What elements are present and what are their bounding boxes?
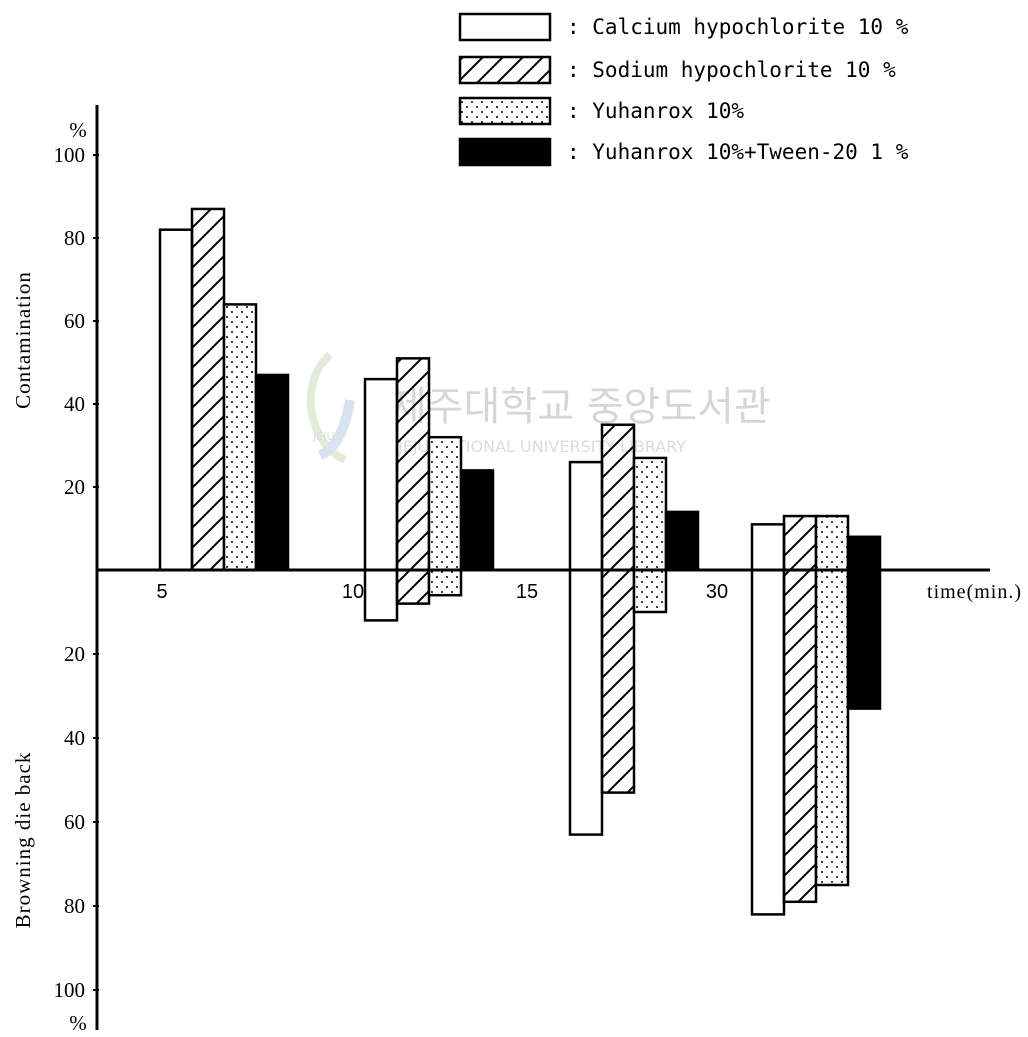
bar-browning: [750, 568, 786, 916]
bar-contamination: [568, 460, 604, 572]
bar-contamination: [632, 456, 668, 572]
bar-contamination: [459, 469, 495, 572]
legend-label: : Calcium hypochlorite 10 %: [567, 15, 909, 39]
y-lower-axis-title: Browning die back: [11, 752, 35, 929]
bar-contamination: [363, 377, 399, 572]
bar-contamination: [600, 423, 636, 572]
bar-browning: [782, 568, 818, 904]
bars: [97, 207, 990, 916]
y-lower-unit: %: [69, 1011, 87, 1035]
bar-browning: [427, 568, 463, 597]
x-category-label: 10: [342, 581, 364, 603]
bar-browning: [632, 568, 668, 614]
y-lower-tick-label: 80: [64, 894, 85, 918]
bar-contamination: [254, 373, 290, 572]
y-lower-tick-label: 60: [64, 810, 85, 834]
x-axis-title: time(min.): [927, 581, 1022, 603]
y-lower-tick-label: 100: [54, 978, 86, 1002]
bar-contamination: [750, 523, 786, 572]
legend-swatch: [458, 137, 552, 167]
x-category-label: 15: [516, 581, 538, 603]
bar-browning: [568, 568, 604, 836]
bar-contamination: [782, 514, 818, 572]
y-upper-unit: %: [69, 118, 87, 142]
bar-contamination: [814, 514, 850, 572]
bar-browning: [846, 568, 882, 710]
bar-contamination: [846, 535, 882, 572]
y-upper-tick-label: 40: [64, 392, 85, 416]
legend-label: : Sodium hypochlorite 10 %: [567, 58, 896, 82]
bar-contamination: [222, 303, 258, 572]
y-upper-tick-label: 80: [64, 226, 85, 250]
bar-browning: [363, 568, 399, 622]
bar-contamination: [190, 207, 226, 572]
bar-contamination: [427, 435, 463, 572]
y-upper-tick-label: 100: [54, 143, 86, 167]
bar-contamination: [158, 228, 194, 572]
x-category-label: 5: [156, 581, 167, 603]
y-upper-axis-title: Contamination: [11, 271, 35, 409]
bar-contamination: [395, 357, 431, 572]
bar-browning: [395, 568, 431, 605]
y-upper-tick-label: 60: [64, 309, 85, 333]
watermark-logo-text: JEJU: [312, 430, 335, 443]
watermark: JEJU 제주대학교 중앙도서관 JEJU NATIONAL UNIVERSIT…: [306, 351, 771, 464]
bar-browning: [600, 568, 636, 794]
y-lower-tick-label: 40: [64, 726, 85, 750]
watermark-text: 제주대학교 중앙도서관: [390, 384, 771, 430]
bar-contamination: [664, 510, 700, 572]
legend-label: : Yuhanrox 10%+Tween-20 1 %: [567, 140, 909, 164]
x-category-label: 30: [706, 581, 728, 603]
bar-browning: [814, 568, 850, 887]
legend-swatch: [458, 12, 552, 42]
legend-label: : Yuhanrox 10%: [567, 99, 744, 123]
y-lower-tick-label: 20: [64, 642, 85, 666]
legend-swatch: [458, 55, 552, 85]
y-upper-tick-label: 20: [64, 475, 85, 499]
legend: : Calcium hypochlorite 10 % : Sodium hypo…: [458, 12, 909, 167]
legend-swatch: [458, 96, 552, 126]
